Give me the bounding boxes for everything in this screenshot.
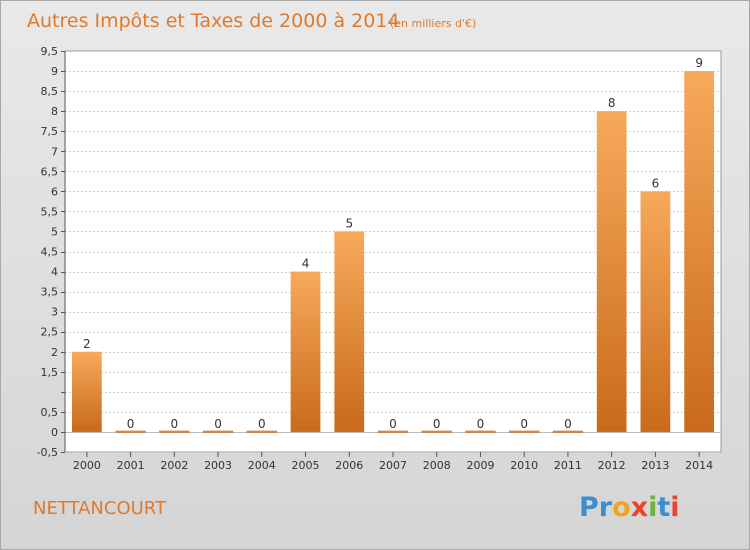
bar-2014 (684, 71, 715, 432)
y-tick-label: 8,5 (41, 85, 59, 98)
value-label-2009: 0 (477, 417, 485, 431)
bar-2004 (246, 430, 277, 433)
logo-letter: P (579, 492, 599, 523)
x-tick-label-2009: 2009 (466, 459, 494, 472)
value-label-2004: 0 (258, 417, 266, 431)
y-tick-label: 6,5 (41, 165, 59, 178)
y-tick-label: 3,5 (41, 286, 59, 299)
x-tick-label-2013: 2013 (641, 459, 669, 472)
x-tick-label-2010: 2010 (510, 459, 538, 472)
value-label-2012: 8 (608, 96, 616, 110)
value-label-2002: 0 (171, 417, 179, 431)
bar-2013 (640, 191, 671, 432)
x-tick-label-2004: 2004 (248, 459, 276, 472)
y-tick-label: 4 (51, 266, 58, 279)
y-axis: -0,5 0 0,5 1,5 2 2,5 3 3,5 4 4,5 5 5,5 6 6,5 7 7,5 8 8,5 9… (37, 45, 66, 459)
y-tick-label: 7 (51, 145, 58, 158)
x-tick-label-2005: 2005 (292, 459, 320, 472)
y-tick-label: 1,5 (41, 366, 59, 379)
bars: 2 0 0 0 0 4 5 0 0 0 0 0 8 6 9 (71, 56, 715, 433)
value-label-2003: 0 (214, 417, 222, 431)
y-tick-label: -0,5 (37, 446, 58, 459)
value-label-2000: 2 (83, 337, 91, 351)
value-label-2006: 5 (345, 216, 353, 230)
y-tick-label: 9,5 (41, 45, 59, 58)
x-tick-label-2011: 2011 (554, 459, 582, 472)
value-label-2008: 0 (433, 417, 441, 431)
bar-2011 (552, 430, 584, 433)
bar-2012 (596, 111, 627, 432)
logo-letter: t (657, 492, 670, 523)
value-label-2005: 4 (302, 257, 310, 271)
bar-2003 (202, 430, 234, 433)
y-tick-label: 4,5 (41, 246, 59, 259)
bar-2001 (115, 430, 146, 433)
value-label-2011: 0 (564, 417, 572, 431)
y-tick-label: 3 (51, 306, 58, 319)
y-tick-label: 0,5 (41, 406, 59, 419)
y-tick-label: 6 (51, 185, 58, 198)
value-label-2007: 0 (389, 417, 397, 431)
x-tick-label-2014: 2014 (685, 459, 713, 472)
x-tick-label-2000: 2000 (73, 459, 101, 472)
logo-letter: i (648, 492, 657, 523)
bar-2006 (334, 231, 365, 432)
x-tick-label-2012: 2012 (598, 459, 626, 472)
y-tick-label: 8 (51, 105, 58, 118)
value-label-2010: 0 (520, 417, 528, 431)
x-tick-label-2008: 2008 (423, 459, 451, 472)
y-tick-label: 2,5 (41, 326, 59, 339)
y-tick-label: 5 (51, 225, 58, 238)
bar-2010 (509, 430, 540, 433)
bar-2005 (290, 271, 321, 432)
bar-2008 (421, 430, 452, 433)
y-tick-label: 5,5 (41, 205, 59, 218)
logo-letter: i (670, 492, 679, 523)
bar-2009 (465, 430, 496, 433)
x-axis: 2000 2001 2002 2003 2004 2005 2006 2007 2008 2009… (73, 452, 713, 472)
bar-2002 (159, 430, 190, 433)
commune-name: NETTANCOURT (33, 498, 167, 519)
x-tick-label-2001: 2001 (117, 459, 145, 472)
x-tick-label-2006: 2006 (335, 459, 363, 472)
value-label-2001: 0 (127, 417, 135, 431)
logo-letter: r (599, 492, 613, 523)
x-tick-label-2002: 2002 (160, 459, 188, 472)
bar-2000 (71, 351, 102, 432)
logo-letter: o (612, 492, 631, 523)
y-tick-label: 2 (51, 346, 58, 359)
y-tick-label: 0 (51, 426, 58, 439)
y-tick-label: 9 (51, 65, 58, 78)
chart-subtitle: (en milliers d'€) (390, 17, 476, 30)
bar-2007 (377, 430, 409, 433)
x-tick-label-2007: 2007 (379, 459, 407, 472)
value-label-2014: 9 (695, 56, 703, 70)
logo-letter: x (631, 492, 648, 523)
x-tick-label-2003: 2003 (204, 459, 232, 472)
chart-title: Autres Impôts et Taxes de 2000 à 2014 (27, 10, 400, 32)
y-tick-label: 7,5 (41, 125, 59, 138)
proxiti-logo: Proxiti (579, 492, 680, 523)
value-label-2013: 6 (652, 176, 660, 190)
